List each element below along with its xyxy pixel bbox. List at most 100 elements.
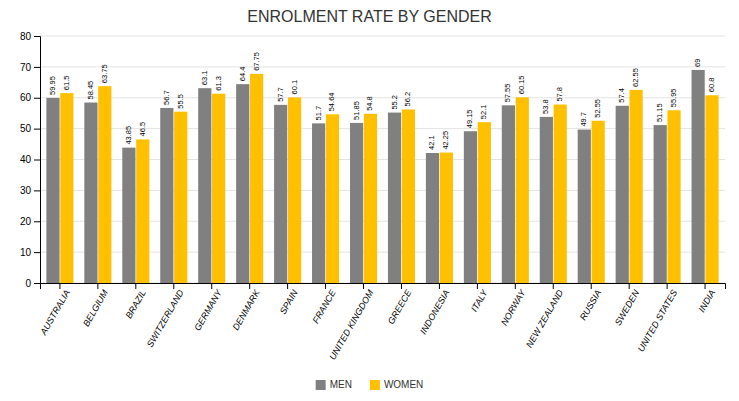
bar bbox=[540, 117, 553, 283]
tick-mark bbox=[629, 283, 630, 289]
data-label: 54.64 bbox=[328, 93, 337, 112]
tick: 10 bbox=[20, 247, 40, 258]
data-label: 55.5 bbox=[176, 94, 185, 109]
tick-mark bbox=[34, 160, 40, 161]
tick-mark bbox=[59, 283, 60, 289]
tick-mark bbox=[249, 283, 250, 289]
grid-line bbox=[40, 66, 725, 67]
tick-mark bbox=[211, 283, 212, 289]
tick: AUSTRALIA bbox=[38, 283, 72, 337]
bar bbox=[402, 109, 415, 283]
bar bbox=[122, 148, 135, 283]
tick: 30 bbox=[20, 185, 40, 196]
bar bbox=[212, 94, 225, 283]
bar bbox=[440, 153, 453, 283]
data-label: 63.1 bbox=[200, 71, 209, 86]
axis-line bbox=[41, 284, 726, 290]
tick-label: 70 bbox=[20, 62, 32, 73]
tick-mark bbox=[667, 283, 668, 289]
data-label: 57.7 bbox=[276, 87, 285, 102]
data-label: 51.7 bbox=[314, 106, 323, 121]
tick-label: AUSTRALIA bbox=[38, 288, 72, 337]
data-label: 54.8 bbox=[365, 96, 374, 111]
tick: 40 bbox=[20, 154, 40, 165]
legend-label: MEN bbox=[330, 379, 352, 390]
data-label: 42.1 bbox=[427, 135, 436, 150]
data-label: 49.7 bbox=[579, 112, 588, 127]
bar-series bbox=[46, 70, 704, 283]
grid bbox=[40, 36, 725, 283]
data-label: 60.8 bbox=[707, 78, 716, 93]
legend-swatch bbox=[370, 380, 380, 390]
chart: 59.9558.4543.8556.763.164.457.751.751.85… bbox=[0, 0, 739, 401]
bar bbox=[692, 70, 705, 283]
bar bbox=[274, 105, 287, 283]
bar bbox=[388, 113, 401, 283]
bar bbox=[654, 125, 667, 283]
bar-series bbox=[60, 74, 718, 283]
tick-label: 50 bbox=[20, 123, 32, 134]
tick-label: SWEDEN bbox=[613, 288, 642, 328]
data-label: 43.85 bbox=[124, 126, 133, 145]
legend-item: MEN bbox=[316, 379, 352, 390]
tick-label: NEW ZEALAND bbox=[524, 288, 565, 350]
bar bbox=[705, 95, 718, 283]
tick-label: RUSSIA bbox=[578, 288, 603, 322]
tick-label: UNITED KINGDOM bbox=[327, 288, 375, 362]
bar bbox=[616, 106, 629, 283]
tick-mark bbox=[34, 190, 40, 191]
tick-mark bbox=[34, 252, 40, 253]
axis-line bbox=[34, 37, 41, 284]
data-label: 60.1 bbox=[290, 80, 299, 95]
bar bbox=[350, 123, 363, 283]
bar bbox=[592, 121, 605, 283]
bar bbox=[554, 105, 567, 283]
tick: 20 bbox=[20, 216, 40, 227]
tick: GERMANY bbox=[192, 283, 224, 333]
tick-label: GERMANY bbox=[192, 287, 224, 332]
tick: INDIA bbox=[696, 283, 717, 314]
bar bbox=[136, 139, 149, 283]
grid-line bbox=[40, 36, 725, 37]
bar bbox=[426, 153, 439, 283]
data-labels: 59.9558.4543.8556.763.164.457.751.751.85… bbox=[48, 52, 716, 150]
tick-mark bbox=[135, 283, 136, 289]
tick: 70 bbox=[20, 62, 40, 73]
data-label: 57.8 bbox=[555, 87, 564, 102]
tick: BRAZIL bbox=[123, 283, 147, 320]
bar bbox=[502, 105, 515, 283]
tick-label: SWITZERLAND bbox=[145, 288, 186, 349]
tick: BELGIUM bbox=[81, 283, 110, 328]
tick: DENMARK bbox=[231, 283, 263, 332]
tick-label: 60 bbox=[20, 92, 32, 103]
tick-mark bbox=[34, 283, 40, 284]
tick-mark bbox=[34, 67, 40, 68]
tick-label: 80 bbox=[20, 31, 32, 42]
data-label: 42.25 bbox=[441, 131, 450, 150]
tick: ITALY bbox=[469, 283, 490, 313]
legend-label: WOMEN bbox=[384, 379, 423, 390]
bar bbox=[174, 112, 187, 283]
tick-label: INDONESIA bbox=[418, 288, 451, 336]
legend-swatch bbox=[316, 380, 326, 390]
tick: 50 bbox=[20, 123, 40, 134]
bars bbox=[46, 70, 718, 283]
bar bbox=[98, 86, 111, 283]
tick-mark bbox=[34, 221, 40, 222]
bar bbox=[198, 88, 211, 283]
tick-mark bbox=[439, 283, 440, 289]
data-label: 55.2 bbox=[390, 95, 399, 110]
bar bbox=[84, 103, 97, 283]
tick-mark bbox=[287, 283, 288, 289]
tick: UNITED KINGDOM bbox=[327, 283, 375, 362]
data-label: 52.55 bbox=[593, 99, 602, 118]
data-label: 53.8 bbox=[541, 99, 550, 114]
tick-label: ITALY bbox=[469, 287, 490, 313]
tick-label: SPAIN bbox=[278, 288, 300, 316]
tick: FRANCE bbox=[310, 283, 338, 325]
legend-item: WOMEN bbox=[370, 379, 423, 390]
bar bbox=[250, 74, 263, 283]
tick: 80 bbox=[20, 31, 40, 42]
data-label: 63.75 bbox=[100, 64, 109, 83]
tick-label: 0 bbox=[25, 278, 31, 289]
